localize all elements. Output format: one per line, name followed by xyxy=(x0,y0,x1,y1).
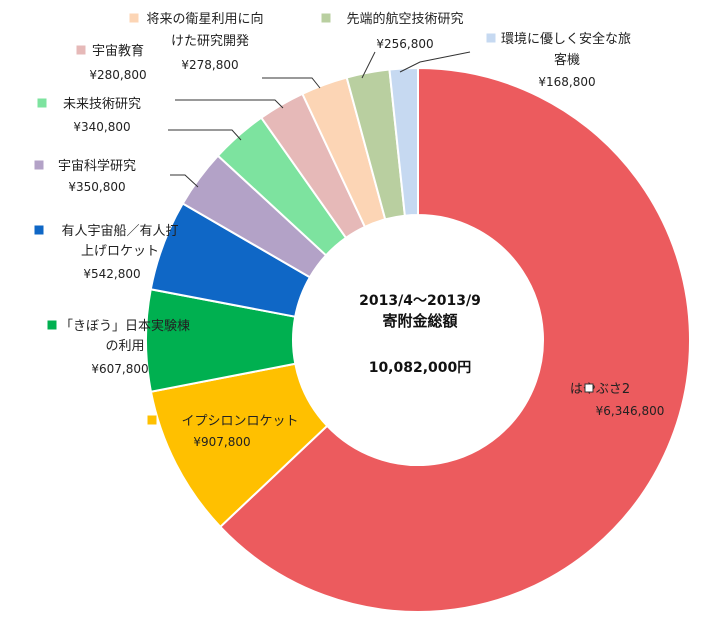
leader-lines xyxy=(168,51,471,188)
slice-value-5: ¥350,800 xyxy=(68,180,125,194)
slice-label-4-line-1: 有人宇宙船／有人打 xyxy=(61,224,178,239)
slice-label-8-line-1: 将来の衛星利用に向 xyxy=(146,11,263,27)
slice-label-4-line-2: 上げロケット xyxy=(81,244,159,259)
center-period: 2013/4～2013/9 xyxy=(359,293,481,309)
center-total: 10,082,000円 xyxy=(369,360,472,376)
leader-line-9 xyxy=(361,51,376,79)
leader-line-8 xyxy=(262,77,321,89)
slice-label-1-line-1: はやぶさ2 xyxy=(570,382,630,397)
leader-line-10 xyxy=(399,51,471,73)
leader-line-5 xyxy=(170,174,199,188)
slice-1 xyxy=(218,66,691,613)
slice-label-7-line-1: 宇宙教育 xyxy=(92,43,144,59)
slice-value-1: ¥6,346,800 xyxy=(596,404,665,418)
legend-marker-8 xyxy=(129,13,139,23)
slice-label-3-line-1: 「きぼう」日本実験棟 xyxy=(60,318,190,334)
slice-value-2: ¥907,800 xyxy=(193,435,250,449)
legend-marker-10 xyxy=(486,33,496,43)
slice-value-7: ¥280,800 xyxy=(89,68,146,82)
slice-label-9-line-1: 先端的航空技術研究 xyxy=(346,11,463,27)
legend-marker-5 xyxy=(34,160,44,170)
legend-marker-9 xyxy=(321,13,331,23)
center-label: 寄附金総額 xyxy=(382,312,457,330)
slice-10 xyxy=(388,66,419,217)
legend-marker-4 xyxy=(34,225,44,235)
legend-marker-6 xyxy=(37,98,47,108)
slices-group xyxy=(145,66,691,613)
slice-value-10: ¥168,800 xyxy=(538,75,595,89)
slice-value-8: ¥278,800 xyxy=(181,58,238,72)
legend-marker-2 xyxy=(147,415,157,425)
slice-label-10-line-1: 環境に優しく安全な旅 xyxy=(501,31,631,47)
slice-value-3: ¥607,800 xyxy=(91,362,148,376)
leader-line-7 xyxy=(175,99,284,109)
legend-marker-1 xyxy=(584,383,594,393)
slice-value-4: ¥542,800 xyxy=(83,267,140,281)
slice-label-5-line-1: 宇宙科学研究 xyxy=(58,158,136,174)
slice-label-6-line-1: 未来技術研究 xyxy=(63,97,141,112)
slice-label-3-line-2: の利用 xyxy=(105,339,144,354)
slice-label-10-line-2: 客機 xyxy=(554,52,580,68)
leader-line-6 xyxy=(168,129,242,141)
legend-marker-7 xyxy=(76,45,86,55)
slice-label-8-line-2: けた研究開発 xyxy=(171,34,249,49)
legend-marker-3 xyxy=(47,320,57,330)
slice-value-9: ¥256,800 xyxy=(376,37,433,51)
labels-group: はやぶさ2 ¥6,346,800 イプシロンロケット ¥907,800 「きぼう」日本実… xyxy=(34,11,665,449)
slice-value-6: ¥340,800 xyxy=(73,120,130,134)
slice-label-2-line-1: イプシロンロケット xyxy=(181,414,298,429)
